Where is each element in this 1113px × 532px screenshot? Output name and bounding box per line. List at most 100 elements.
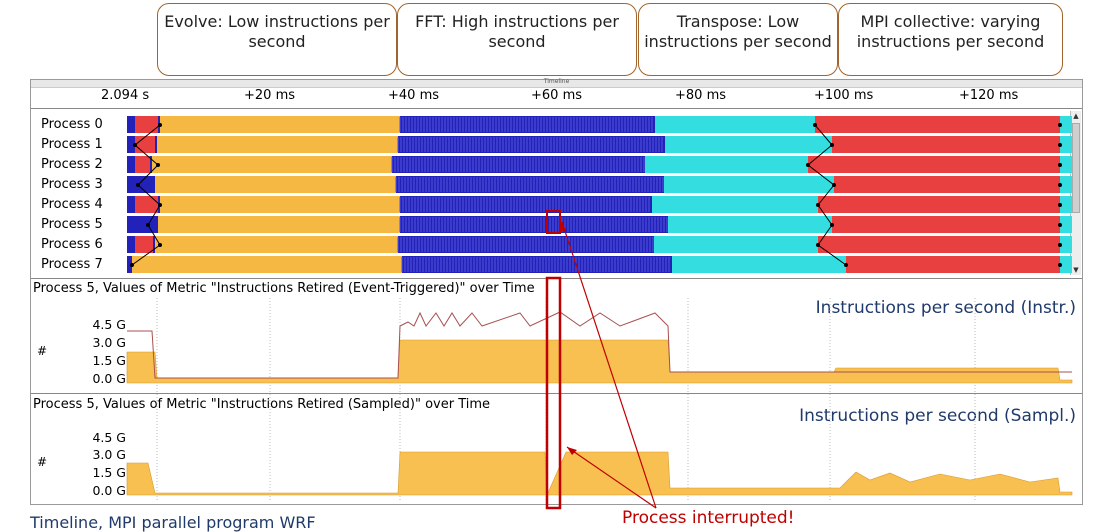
- metric2-ytick: 1.5 G: [92, 465, 126, 480]
- metric1-line: [127, 311, 1072, 379]
- figure-caption: Timeline, MPI parallel program WRF: [30, 513, 316, 532]
- process-bar-transpose: [1060, 196, 1072, 213]
- process-bar-transpose: [645, 156, 808, 173]
- message-dot: [813, 123, 817, 127]
- process-bar-transpose: [664, 176, 834, 193]
- message-dot: [1058, 223, 1062, 227]
- process-bar-fft: [400, 116, 655, 133]
- process-bar-evolve: [157, 136, 398, 153]
- message-dot: [806, 163, 810, 167]
- time-ruler[interactable]: 2.094 s +20 ms +40 ms +60 ms +80 ms +100…: [31, 88, 1082, 109]
- process-label: Process 0: [41, 117, 103, 132]
- process-bar-transpose: [1060, 136, 1072, 153]
- message-dot: [830, 143, 834, 147]
- process-bar-evolve: [155, 236, 398, 253]
- callout-mpi-text: MPI collective: varying instructions per…: [856, 12, 1045, 51]
- arrow-head: [567, 447, 577, 455]
- metric2-name: Instructions per second (Sampl.): [799, 406, 1076, 426]
- message-dot: [146, 223, 150, 227]
- process-bar-evolve: [160, 196, 400, 213]
- annotation-arrow: [566, 446, 657, 509]
- process-label: Process 4: [41, 197, 103, 212]
- message-dot: [830, 223, 834, 227]
- scrollbar-thumb[interactable]: [1072, 123, 1080, 213]
- process-bar-mpi: [135, 136, 155, 153]
- message-dot: [1058, 123, 1062, 127]
- process-bar-fft: [127, 256, 132, 273]
- message-dot: [1058, 163, 1062, 167]
- metric2-ytick: 4.5 G: [92, 430, 126, 445]
- panel-divider[interactable]: [31, 393, 1082, 394]
- timeline-title-strip: Timeline: [31, 78, 1082, 88]
- message-dot: [832, 183, 836, 187]
- interrupt-annotation: Process interrupted!: [622, 508, 795, 528]
- message-dot: [136, 183, 140, 187]
- process-bar-fft: [398, 236, 654, 253]
- message-dot: [816, 243, 820, 247]
- process-bar-evolve: [160, 116, 400, 133]
- process-bar-transpose: [655, 116, 815, 133]
- process-bar-evolve: [158, 216, 400, 233]
- process-label: Process 2: [41, 157, 103, 172]
- process-bar-fft: [127, 216, 158, 233]
- process-bar-transpose: [672, 256, 846, 273]
- interrupt-highlight-box: [545, 276, 562, 510]
- ruler-tick: +40 ms: [388, 88, 440, 103]
- process-label: Process 1: [41, 137, 103, 152]
- process-bar-evolve: [155, 176, 396, 193]
- process-label: Process 3: [41, 177, 103, 192]
- process-bar-mpi: [815, 116, 1060, 133]
- process-bar-mpi: [832, 216, 1060, 233]
- scroll-down-icon[interactable]: ▼: [1073, 266, 1079, 274]
- process-bar-transpose: [668, 216, 832, 233]
- process-bar-mpi: [818, 196, 1060, 213]
- process-bar-transpose: [1060, 156, 1072, 173]
- metric2-title: Process 5, Values of Metric "Instruction…: [33, 397, 491, 412]
- metric1-ytick: 0.0 G: [92, 371, 126, 386]
- message-dot: [1058, 243, 1062, 247]
- process-bar-mpi: [832, 136, 1060, 153]
- process-bar-transpose: [1060, 176, 1072, 193]
- callout-transpose: Transpose: Low instructions per second: [638, 3, 838, 76]
- callout-mpi: MPI collective: varying instructions per…: [838, 3, 1063, 76]
- process-bar-transpose: [665, 136, 832, 153]
- process-bar-fft: [127, 176, 155, 193]
- message-dot: [844, 263, 848, 267]
- message-dot: [1058, 143, 1062, 147]
- message-dot: [133, 143, 137, 147]
- message-dot: [816, 203, 820, 207]
- message-dot: [130, 263, 134, 267]
- ruler-tick: +60 ms: [531, 88, 583, 103]
- process-label: Process 5: [41, 217, 103, 232]
- process-bar-transpose: [1060, 256, 1072, 273]
- process-bar-transpose: [1060, 236, 1072, 253]
- message-dot: [1058, 203, 1062, 207]
- process-bar-mpi: [135, 116, 158, 133]
- process-bar-transpose: [1060, 116, 1072, 133]
- ruler-tick: 2.094 s: [101, 88, 150, 103]
- process-bar-transpose: [652, 196, 818, 213]
- metric1-ytick: 3.0 G: [92, 335, 126, 350]
- process-bar-mpi: [818, 236, 1060, 253]
- message-dot: [1058, 263, 1062, 267]
- metric2-area: [126, 451, 1073, 496]
- process-bar-mpi: [846, 256, 1060, 273]
- metric2-unit: #: [37, 455, 48, 469]
- message-dot: [1058, 183, 1062, 187]
- ruler-tick: +80 ms: [675, 88, 727, 103]
- annotation-arrow: [561, 221, 657, 509]
- metric2-ytick: 3.0 G: [92, 447, 126, 462]
- interrupt-highlight-box: [546, 210, 561, 234]
- message-dot: [158, 203, 162, 207]
- ruler-tick: +100 ms: [814, 88, 874, 103]
- message-line: [131, 124, 161, 266]
- callout-fft-text: FFT: High instructions per second: [415, 12, 619, 51]
- ruler-tick: +20 ms: [244, 88, 296, 103]
- process-bar-mpi: [135, 236, 153, 253]
- callout-evolve: Evolve: Low instructions per second: [157, 3, 397, 76]
- process-bar-mpi: [135, 156, 150, 173]
- scroll-up-icon[interactable]: ▲: [1073, 112, 1079, 120]
- process-bar-mpi: [808, 156, 1060, 173]
- process-bar-transpose: [654, 236, 818, 253]
